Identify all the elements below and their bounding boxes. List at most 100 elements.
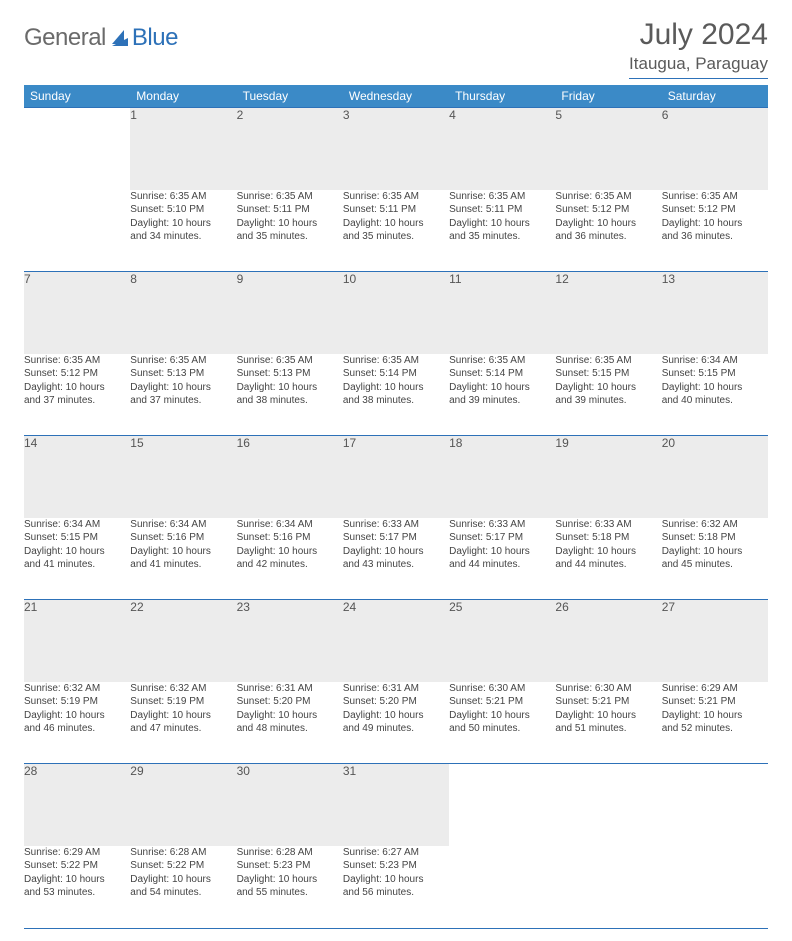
day2-text: and 39 minutes. (555, 394, 661, 408)
day1-text: Daylight: 10 hours (343, 873, 449, 887)
weekday-header: Tuesday (237, 85, 343, 108)
sunrise-text: Sunrise: 6:35 AM (237, 190, 343, 204)
sunrise-text: Sunrise: 6:28 AM (130, 846, 236, 860)
sunrise-text: Sunrise: 6:35 AM (130, 354, 236, 368)
day2-text: and 55 minutes. (237, 886, 343, 900)
day2-text: and 56 minutes. (343, 886, 449, 900)
sunset-text: Sunset: 5:11 PM (237, 203, 343, 217)
calendar-page: General Blue July 2024 Itaugua, Paraguay… (0, 0, 792, 941)
day-cell: Sunrise: 6:30 AMSunset: 5:21 PMDaylight:… (449, 682, 555, 764)
day2-text: and 36 minutes. (555, 230, 661, 244)
daynum-row: 14151617181920 (24, 436, 768, 518)
day2-text: and 43 minutes. (343, 558, 449, 572)
day2-text: and 46 minutes. (24, 722, 130, 736)
day-cell: Sunrise: 6:33 AMSunset: 5:17 PMDaylight:… (343, 518, 449, 600)
sunset-text: Sunset: 5:15 PM (662, 367, 768, 381)
day2-text: and 48 minutes. (237, 722, 343, 736)
daynum-row: 28293031 (24, 764, 768, 846)
day-number: 30 (237, 764, 343, 846)
sunset-text: Sunset: 5:13 PM (130, 367, 236, 381)
sunset-text: Sunset: 5:22 PM (24, 859, 130, 873)
day-cell: Sunrise: 6:29 AMSunset: 5:22 PMDaylight:… (24, 846, 130, 928)
day-number (449, 764, 555, 846)
day1-text: Daylight: 10 hours (449, 545, 555, 559)
day2-text: and 49 minutes. (343, 722, 449, 736)
day2-text: and 35 minutes. (237, 230, 343, 244)
sunset-text: Sunset: 5:14 PM (343, 367, 449, 381)
sunset-text: Sunset: 5:13 PM (237, 367, 343, 381)
day2-text: and 40 minutes. (662, 394, 768, 408)
day-cell: Sunrise: 6:27 AMSunset: 5:23 PMDaylight:… (343, 846, 449, 928)
day-cell: Sunrise: 6:28 AMSunset: 5:22 PMDaylight:… (130, 846, 236, 928)
day-number: 9 (237, 272, 343, 354)
day2-text: and 44 minutes. (449, 558, 555, 572)
day-number: 5 (555, 108, 661, 190)
sunset-text: Sunset: 5:16 PM (237, 531, 343, 545)
day-cell: Sunrise: 6:34 AMSunset: 5:15 PMDaylight:… (24, 518, 130, 600)
day2-text: and 35 minutes. (343, 230, 449, 244)
day-number: 13 (662, 272, 768, 354)
sunset-text: Sunset: 5:18 PM (662, 531, 768, 545)
day2-text: and 41 minutes. (24, 558, 130, 572)
sunrise-text: Sunrise: 6:35 AM (130, 190, 236, 204)
day2-text: and 44 minutes. (555, 558, 661, 572)
page-header: General Blue July 2024 Itaugua, Paraguay (24, 18, 768, 79)
day-cell: Sunrise: 6:35 AMSunset: 5:12 PMDaylight:… (555, 190, 661, 272)
day-cell (662, 846, 768, 928)
day2-text: and 41 minutes. (130, 558, 236, 572)
weekday-header: Friday (555, 85, 661, 108)
sunset-text: Sunset: 5:19 PM (24, 695, 130, 709)
day-cell (555, 846, 661, 928)
day1-text: Daylight: 10 hours (343, 545, 449, 559)
day1-text: Daylight: 10 hours (343, 381, 449, 395)
day1-text: Daylight: 10 hours (24, 545, 130, 559)
sunrise-text: Sunrise: 6:34 AM (662, 354, 768, 368)
sunrise-text: Sunrise: 6:35 AM (555, 354, 661, 368)
logo-text-2: Blue (132, 24, 178, 52)
sunrise-text: Sunrise: 6:35 AM (343, 354, 449, 368)
sunrise-text: Sunrise: 6:34 AM (237, 518, 343, 532)
sunrise-text: Sunrise: 6:34 AM (24, 518, 130, 532)
sunrise-text: Sunrise: 6:35 AM (449, 354, 555, 368)
day1-text: Daylight: 10 hours (24, 873, 130, 887)
sunrise-text: Sunrise: 6:28 AM (237, 846, 343, 860)
weekday-header: Wednesday (343, 85, 449, 108)
day-cell: Sunrise: 6:32 AMSunset: 5:19 PMDaylight:… (24, 682, 130, 764)
day1-text: Daylight: 10 hours (130, 217, 236, 231)
day1-text: Daylight: 10 hours (555, 217, 661, 231)
day2-text: and 39 minutes. (449, 394, 555, 408)
day-number: 29 (130, 764, 236, 846)
week-row: Sunrise: 6:29 AMSunset: 5:22 PMDaylight:… (24, 846, 768, 928)
day-number: 12 (555, 272, 661, 354)
day2-text: and 47 minutes. (130, 722, 236, 736)
day1-text: Daylight: 10 hours (237, 545, 343, 559)
day1-text: Daylight: 10 hours (24, 709, 130, 723)
day-cell: Sunrise: 6:35 AMSunset: 5:12 PMDaylight:… (24, 354, 130, 436)
sunset-text: Sunset: 5:17 PM (343, 531, 449, 545)
day2-text: and 37 minutes. (130, 394, 236, 408)
day1-text: Daylight: 10 hours (130, 381, 236, 395)
sunset-text: Sunset: 5:23 PM (237, 859, 343, 873)
weekday-header: Saturday (662, 85, 768, 108)
sunrise-text: Sunrise: 6:30 AM (449, 682, 555, 696)
title-rule (629, 78, 768, 79)
sunset-text: Sunset: 5:21 PM (662, 695, 768, 709)
sunrise-text: Sunrise: 6:35 AM (343, 190, 449, 204)
day-cell: Sunrise: 6:28 AMSunset: 5:23 PMDaylight:… (237, 846, 343, 928)
day1-text: Daylight: 10 hours (130, 709, 236, 723)
day2-text: and 35 minutes. (449, 230, 555, 244)
day-number: 3 (343, 108, 449, 190)
day2-text: and 52 minutes. (662, 722, 768, 736)
day1-text: Daylight: 10 hours (555, 381, 661, 395)
day-cell: Sunrise: 6:35 AMSunset: 5:10 PMDaylight:… (130, 190, 236, 272)
sunset-text: Sunset: 5:10 PM (130, 203, 236, 217)
day-cell: Sunrise: 6:35 AMSunset: 5:15 PMDaylight:… (555, 354, 661, 436)
day2-text: and 45 minutes. (662, 558, 768, 572)
day-cell: Sunrise: 6:34 AMSunset: 5:16 PMDaylight:… (130, 518, 236, 600)
sunrise-text: Sunrise: 6:32 AM (662, 518, 768, 532)
week-row: Sunrise: 6:34 AMSunset: 5:15 PMDaylight:… (24, 518, 768, 600)
day-number (662, 764, 768, 846)
sunrise-text: Sunrise: 6:32 AM (24, 682, 130, 696)
day-cell: Sunrise: 6:33 AMSunset: 5:17 PMDaylight:… (449, 518, 555, 600)
day1-text: Daylight: 10 hours (237, 873, 343, 887)
